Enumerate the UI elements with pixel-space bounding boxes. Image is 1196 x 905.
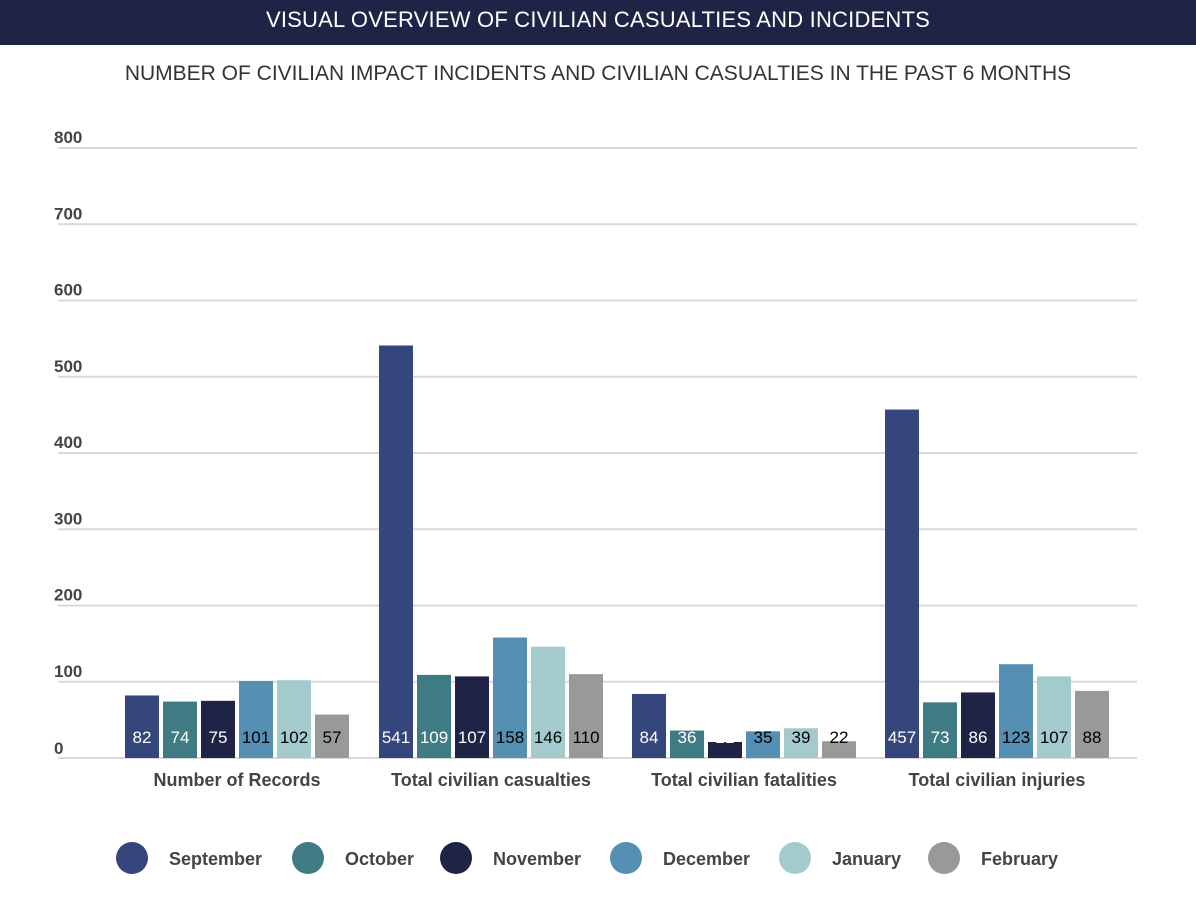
data-label: 73	[931, 728, 950, 747]
data-label: 146	[534, 728, 562, 747]
y-tick-label: 300	[54, 509, 82, 528]
data-label: 110	[572, 728, 599, 747]
bar-october-1	[417, 674, 451, 758]
data-label: 84	[640, 728, 659, 747]
bar-january-2	[784, 728, 818, 758]
gridlines	[58, 147, 1137, 759]
bar-october-2	[670, 730, 704, 758]
legend-label: September	[169, 849, 262, 869]
legend-swatch	[610, 842, 642, 874]
banner-title: VISUAL OVERVIEW OF CIVILIAN CASUALTIES A…	[0, 0, 1196, 45]
bar-november-0	[201, 700, 235, 758]
legend-item-november[interactable]: November	[440, 842, 581, 874]
bar-december-3	[999, 664, 1033, 758]
legend-label: February	[981, 849, 1058, 869]
data-label: 35	[754, 728, 773, 747]
x-category-label: Total civilian fatalities	[651, 770, 837, 790]
bar-november-1	[455, 676, 489, 758]
bar-october-0	[163, 701, 197, 758]
bar-december-2	[746, 731, 780, 758]
data-label: 158	[496, 728, 524, 747]
bar-january-3	[1037, 676, 1071, 758]
bar-february-0	[315, 714, 349, 758]
data-label: 21	[716, 728, 735, 747]
data-label: 88	[1083, 728, 1102, 747]
data-label: 102	[280, 728, 308, 747]
data-labels: 82 74 75 101 102 57 541 109 107 158 146 110 84 36 21 35…	[133, 728, 1102, 747]
bar-january-0	[277, 680, 311, 758]
data-label: 101	[242, 728, 270, 747]
bars	[125, 345, 1109, 758]
y-tick-label: 800	[54, 128, 82, 147]
legend-item-october[interactable]: October	[292, 842, 414, 874]
data-label: 107	[458, 728, 486, 747]
bar-december-0	[239, 680, 273, 758]
bar-february-3	[1075, 690, 1109, 758]
bar-september-2	[632, 693, 666, 758]
y-tick-label: 0	[54, 739, 63, 758]
bar-february-2	[822, 741, 856, 758]
data-label: 457	[888, 728, 916, 747]
bar-september-3	[885, 409, 919, 758]
data-label: 86	[969, 728, 988, 747]
data-label: 36	[678, 728, 697, 747]
bar-december-1	[493, 637, 527, 758]
data-label: 541	[382, 728, 410, 747]
data-label: 109	[420, 728, 448, 747]
bar-september-0	[125, 695, 159, 758]
legend-swatch	[116, 842, 148, 874]
legend-swatch	[779, 842, 811, 874]
legend-label: November	[493, 849, 581, 869]
y-tick-label: 500	[54, 357, 82, 376]
legend-label: January	[832, 849, 901, 869]
y-tick-label: 100	[54, 662, 82, 681]
legend-swatch	[292, 842, 324, 874]
bar-october-3	[923, 702, 957, 758]
legend-item-january[interactable]: January	[779, 842, 901, 874]
data-label: 107	[1040, 728, 1068, 747]
bar-january-1	[531, 646, 565, 758]
x-axis-categories: Number of Records Total civilian casualti…	[153, 770, 1085, 790]
chart-title: NUMBER OF CIVILIAN IMPACT INCIDENTS AND …	[124, 62, 1072, 85]
y-axis-ticks: 0 100 200 300 400 500 600 700 800	[54, 128, 82, 758]
data-label: 22	[830, 728, 849, 747]
y-tick-label: 600	[54, 281, 82, 300]
bar-november-2	[708, 741, 742, 758]
legend-label: December	[663, 849, 750, 869]
bar-november-3	[961, 692, 995, 758]
x-category-label: Total civilian casualties	[391, 770, 591, 790]
x-category-label: Number of Records	[153, 770, 320, 790]
y-tick-label: 400	[54, 433, 82, 452]
x-category-label: Total civilian injuries	[909, 770, 1086, 790]
legend-label: October	[345, 849, 414, 869]
legend-swatch	[440, 842, 472, 874]
data-label: 82	[133, 728, 152, 747]
data-label: 74	[171, 728, 190, 747]
bar-february-1	[569, 674, 603, 758]
bar-september-1	[379, 345, 413, 758]
legend: September October November December January F…	[116, 842, 1058, 874]
data-label: 75	[209, 728, 228, 747]
legend-item-december[interactable]: December	[610, 842, 750, 874]
y-tick-label: 700	[54, 204, 82, 223]
data-label: 57	[323, 728, 342, 747]
data-label: 39	[792, 728, 811, 747]
legend-item-september[interactable]: September	[116, 842, 262, 874]
legend-swatch	[928, 842, 960, 874]
y-tick-label: 200	[54, 586, 82, 605]
data-label: 123	[1002, 728, 1030, 747]
legend-item-february[interactable]: February	[928, 842, 1058, 874]
